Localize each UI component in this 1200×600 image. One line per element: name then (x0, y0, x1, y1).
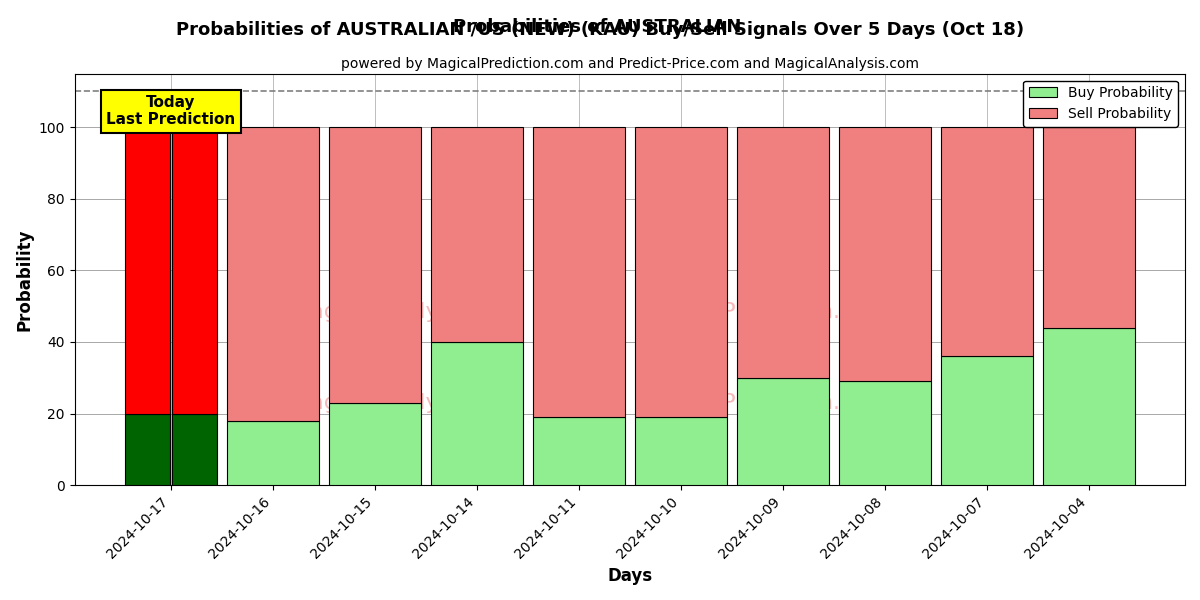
Bar (737, 127, 829, 378)
Bar (431, 342, 523, 485)
Text: MagicalAnalysis.com: MagicalAnalysis.com (292, 393, 523, 413)
Bar (431, 127, 523, 342)
Bar (227, 127, 319, 421)
Bar (172, 127, 217, 413)
Bar (839, 127, 931, 382)
Legend: Buy Probability, Sell Probability: Buy Probability, Sell Probability (1024, 80, 1178, 127)
Bar (172, 413, 217, 485)
Bar (635, 417, 727, 485)
Bar (329, 403, 421, 485)
Bar (1043, 127, 1134, 328)
Bar (533, 417, 625, 485)
Bar (125, 413, 170, 485)
Bar (635, 127, 727, 417)
Bar (941, 356, 1032, 485)
Bar (941, 127, 1032, 356)
Bar (533, 127, 625, 417)
Bar (329, 127, 421, 403)
Text: Today
Last Prediction: Today Last Prediction (107, 95, 235, 127)
Bar (227, 421, 319, 485)
Text: MagicalPrediction.com: MagicalPrediction.com (638, 302, 888, 322)
Text: Probabilities of AUSTRALIAN /US (NEW) (KAU) Buy/Sell Signals Over 5 Days (Oct 18: Probabilities of AUSTRALIAN /US (NEW) (K… (176, 21, 1024, 39)
Bar (125, 127, 170, 413)
X-axis label: Days: Days (607, 567, 653, 585)
Text: Probabilities of AUSTRALIAN: Probabilities of AUSTRALIAN (452, 18, 748, 36)
Y-axis label: Probability: Probability (16, 228, 34, 331)
Title: powered by MagicalPrediction.com and Predict-Price.com and MagicalAnalysis.com: powered by MagicalPrediction.com and Pre… (341, 57, 919, 71)
Bar (1043, 328, 1134, 485)
Text: MagicalPrediction.com: MagicalPrediction.com (638, 393, 888, 413)
Bar (839, 382, 931, 485)
Text: MagicalAnalysis.com: MagicalAnalysis.com (292, 302, 523, 322)
Bar (737, 378, 829, 485)
